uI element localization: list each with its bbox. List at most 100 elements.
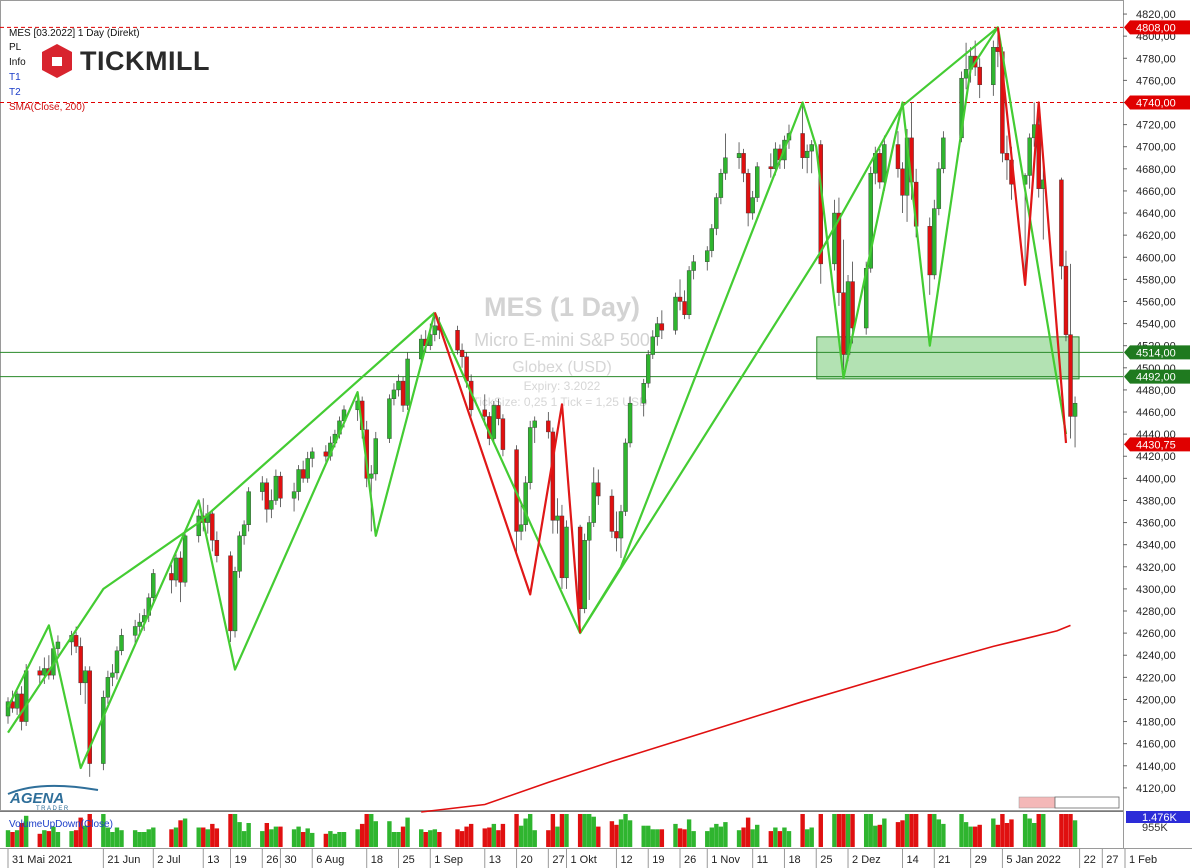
candle-body [577, 526, 583, 610]
x-tick-label: 14 [907, 854, 919, 866]
candle [659, 310, 665, 340]
candle [459, 343, 465, 368]
candle-body [241, 524, 247, 537]
x-tick-label: 25 [402, 854, 414, 866]
candle-body [210, 513, 215, 541]
candle-body [736, 153, 742, 158]
candle [400, 376, 406, 413]
candle [241, 520, 247, 545]
candle-body [82, 670, 88, 684]
zigzag-green-line [579, 26, 999, 634]
volume-value-tag [1126, 811, 1190, 823]
volume-bar [518, 825, 524, 847]
x-tick-label: 26 [684, 854, 696, 866]
candle [119, 628, 124, 656]
candle-body [196, 515, 201, 537]
volume-bar [995, 824, 1001, 847]
scroll-thumb[interactable] [1018, 796, 1056, 809]
agena-logo: AGENA TRADER [7, 784, 99, 812]
menu-info[interactable]: Info [9, 57, 26, 68]
scroll-track[interactable] [1054, 796, 1120, 809]
volume-bar [369, 814, 374, 847]
x-tick-label: 29 [975, 854, 987, 866]
candle [709, 224, 715, 258]
candle-body [845, 281, 851, 355]
candle-body [237, 535, 242, 572]
candle-body [37, 670, 42, 676]
y-tick-label: 4120,00 [1136, 783, 1176, 795]
volume-bar [832, 814, 837, 847]
volume-bar [577, 814, 583, 847]
candle-body [19, 693, 24, 722]
candle-body [745, 173, 751, 214]
volume-bar [959, 814, 964, 847]
volume-bar [468, 823, 474, 847]
y-tick-label: 4660,00 [1136, 186, 1176, 198]
candle-body [169, 573, 174, 581]
volume-bar [818, 814, 823, 847]
candle-body [523, 482, 528, 525]
candle-body [641, 383, 646, 404]
volume-indicator-label[interactable]: VolumeUpDown(Close) [9, 819, 113, 830]
watermark: MES (1 Day) Micro E-mini S&P 500 Globex … [472, 292, 650, 409]
y-tick-label: 4240,00 [1136, 650, 1176, 662]
volume-bar [196, 827, 201, 847]
price-tag-4492,00-text: 4492,00 [1136, 372, 1176, 384]
volume-bar [10, 832, 15, 847]
volume-bar [800, 814, 805, 847]
candle-body [373, 438, 378, 475]
volume-bar [19, 823, 24, 847]
candle-body [114, 650, 120, 674]
menu-pl[interactable]: PL [9, 42, 22, 53]
candle-body [273, 475, 279, 501]
candle-body [682, 301, 687, 315]
y-tick-label: 4140,00 [1136, 761, 1176, 773]
candle [741, 148, 746, 183]
volume-bar [487, 827, 492, 847]
tickmill-hexagon-inner-icon [52, 57, 62, 66]
candle-body [686, 270, 692, 315]
candle-body [614, 531, 619, 539]
volume-bar [182, 818, 188, 847]
candle-body [400, 380, 406, 406]
volume-bar [909, 814, 914, 847]
price-tag-4514,00-bg [1124, 345, 1190, 360]
candle [532, 416, 537, 443]
candle [527, 420, 533, 490]
volume-bar [432, 829, 438, 847]
candle [963, 42, 969, 90]
x-tick-label: 1 Okt [571, 854, 597, 866]
candle-body [42, 668, 47, 676]
volume-bar [841, 814, 846, 847]
volume-bar [291, 829, 297, 847]
candle-body [1068, 334, 1073, 417]
sma-indicator-label[interactable]: SMA(Close, 200) [9, 102, 85, 113]
volume-bar [755, 824, 760, 847]
menu-t1[interactable]: T1 [9, 72, 21, 83]
candle [927, 217, 932, 295]
candle-body [587, 522, 592, 541]
volume-bar [23, 815, 29, 847]
candle [609, 489, 615, 539]
price-axis[interactable]: 4120,00 4140,00 4160,00 4180,00 4200,00 4220,… [1123, 9, 1176, 795]
volume-bar [646, 825, 651, 847]
y-tick-label: 4480,00 [1136, 385, 1176, 397]
x-tick-label: 18 [788, 854, 800, 866]
y-tick-label: 4640,00 [1136, 208, 1176, 220]
candle [677, 279, 683, 311]
volume-bar [1063, 814, 1069, 847]
candle-body [673, 296, 678, 331]
volume-bar [459, 831, 465, 847]
candle [114, 646, 120, 680]
menu-t2[interactable]: T2 [9, 87, 21, 98]
candle-body [932, 208, 937, 276]
x-tick-label: 19 [234, 854, 246, 866]
time-axis[interactable]: 31 Mai 2021 21 Jun 2 Jul 13 19 26 30 6 Aug 18 25 1… [7, 848, 1157, 868]
volume-bar [482, 828, 487, 847]
candle [650, 330, 655, 359]
candle [673, 292, 678, 335]
volume-bar [904, 814, 910, 847]
candle-body [546, 420, 551, 433]
volume-bar [836, 814, 842, 847]
